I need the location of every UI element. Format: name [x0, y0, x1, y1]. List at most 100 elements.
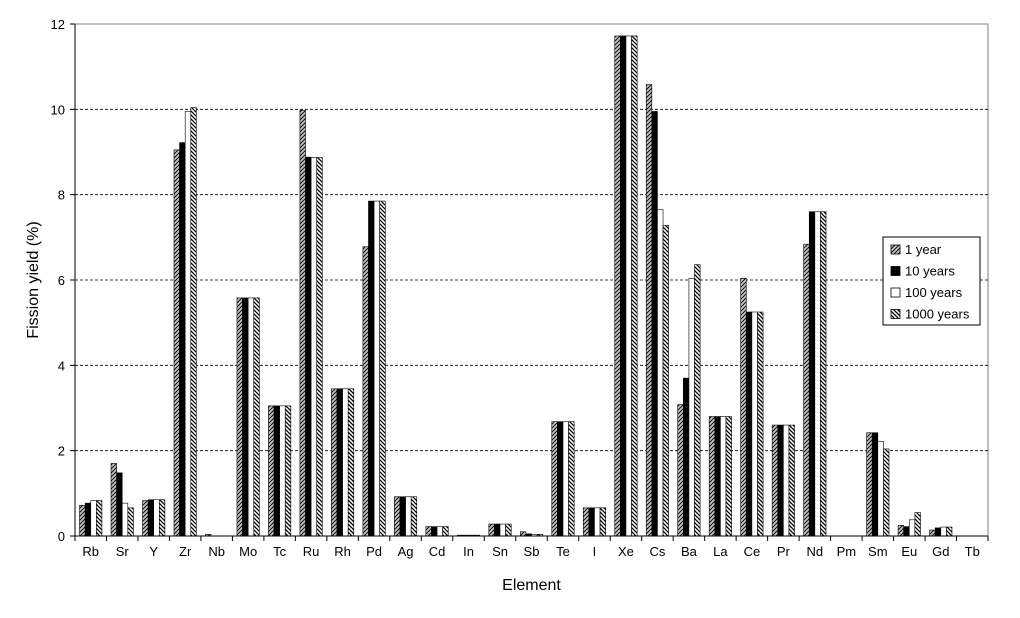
bar-y-1-year: [142, 500, 149, 537]
bar-y-10-years: [147, 499, 155, 537]
bar-eu-1000-years: [914, 512, 921, 537]
legend-label: 1000 years: [905, 307, 970, 322]
bar-cs-100-years: [657, 209, 664, 537]
x-tick-label: Sn: [492, 544, 508, 559]
x-tick-label: Pd: [366, 544, 382, 559]
bar-rb-100-years: [90, 500, 97, 537]
bar-i-100-years: [594, 507, 601, 537]
bar-sn-10-years: [494, 523, 501, 537]
bar-zr-1-year: [173, 149, 180, 537]
bar-ba-1000-years: [694, 264, 701, 537]
x-tick-label: Mo: [239, 544, 257, 559]
legend-swatch: [890, 287, 901, 298]
x-tick-label: Tc: [273, 544, 287, 559]
bar-sm-1000-years: [883, 448, 890, 537]
x-tick-label: Xe: [618, 544, 634, 559]
bar-sr-10-years: [116, 472, 123, 537]
x-tick-label: Zr: [179, 544, 192, 559]
bar-tc-1-year: [268, 405, 275, 537]
bar-sb-1-year: [519, 531, 527, 537]
bar-sn-100-years: [499, 523, 506, 537]
bar-ce-10-years: [745, 311, 753, 537]
bar-gd-100-years: [940, 526, 947, 537]
bar-cd-1000-years: [442, 526, 449, 537]
bar-mo-1000-years: [253, 297, 260, 537]
bar-te-10-years: [557, 421, 564, 537]
bar-rh-10-years: [336, 388, 343, 537]
legend-label: 10 years: [905, 264, 955, 279]
bar-ag-1000-years: [410, 496, 418, 537]
bar-eu-10-years: [903, 526, 910, 537]
x-tick-label: Ce: [744, 544, 761, 559]
x-tick-label: Pm: [837, 544, 857, 559]
bar-la-1-year: [708, 416, 716, 537]
x-tick-label: Ru: [303, 544, 320, 559]
bar-ru-100-years: [310, 157, 318, 537]
y-tick-label: 6: [58, 273, 65, 288]
y-axis-title: Fission yield (%): [25, 221, 42, 338]
y-tick-label: 4: [58, 358, 65, 373]
bar-gd-1-year: [929, 529, 936, 537]
bar-la-1000-years: [725, 416, 732, 537]
bar-nd-100-years: [814, 211, 821, 537]
y-tick-label: 0: [58, 529, 65, 544]
bar-sn-1000-years: [505, 523, 512, 537]
legend-label: 100 years: [905, 285, 963, 300]
bar-cs-1000-years: [662, 225, 669, 537]
bar-xe-100-years: [625, 35, 632, 537]
bar-gd-1000-years: [946, 526, 953, 537]
bar-cd-1-year: [425, 526, 432, 537]
x-tick-label: Nd: [807, 544, 824, 559]
bar-sr-100-years: [121, 502, 129, 537]
bar-pr-1000-years: [788, 424, 795, 537]
bar-sn-1-year: [488, 523, 495, 537]
bar-ru-1-year: [299, 109, 306, 537]
bar-ce-1-year: [740, 277, 747, 537]
bar-sr-1000-years: [127, 507, 134, 537]
bar-te-1000-years: [568, 421, 575, 537]
bar-eu-1-year: [897, 525, 904, 537]
bar-te-100-years: [562, 421, 569, 537]
bar-mo-100-years: [247, 297, 255, 537]
bar-te-1-year: [551, 421, 558, 537]
legend-label: 1 year: [905, 242, 942, 257]
x-tick-label: I: [593, 544, 597, 559]
bar-cd-100-years: [436, 526, 443, 537]
bar-cs-1-year: [645, 84, 653, 537]
bar-tc-1000-years: [284, 405, 292, 537]
bar-eu-100-years: [908, 519, 916, 537]
x-tick-label: Ba: [681, 544, 698, 559]
plot-area: [74, 23, 989, 537]
bar-rh-1000-years: [347, 388, 355, 537]
bar-i-1000-years: [599, 507, 606, 537]
x-tick-label: Y: [149, 544, 158, 559]
bar-sm-100-years: [877, 440, 884, 537]
x-tick-label: Te: [556, 544, 570, 559]
bar-tc-10-years: [273, 405, 280, 537]
bar-pr-10-years: [777, 424, 784, 537]
bar-y-1000-years: [159, 499, 166, 537]
bar-ba-100-years: [688, 277, 695, 537]
x-tick-label: Pr: [777, 544, 791, 559]
bar-sr-1-year: [110, 463, 117, 537]
bar-i-1-year: [582, 507, 590, 537]
y-tick-label: 8: [58, 188, 65, 203]
bar-ag-1-year: [394, 496, 401, 537]
bar-xe-1000-years: [631, 35, 638, 537]
bar-mo-1-year: [236, 297, 243, 537]
gridlines: [75, 108, 988, 452]
bar-ru-1000-years: [316, 157, 323, 537]
bar-la-100-years: [720, 416, 727, 537]
x-tick-label: Gd: [932, 544, 949, 559]
bar-rh-100-years: [342, 388, 349, 537]
bar-ru-10-years: [305, 156, 312, 537]
bar-rb-1-year: [79, 504, 86, 537]
bar-nd-1-year: [803, 243, 810, 537]
x-tick-label: Cs: [649, 544, 665, 559]
legend-swatch: [890, 309, 901, 319]
bar-i-10-years: [588, 507, 595, 537]
legend-swatch: [890, 266, 901, 276]
bar-zr-10-years: [179, 142, 186, 537]
bar-ba-1-year: [677, 404, 684, 537]
bar-sm-10-years: [871, 432, 879, 537]
